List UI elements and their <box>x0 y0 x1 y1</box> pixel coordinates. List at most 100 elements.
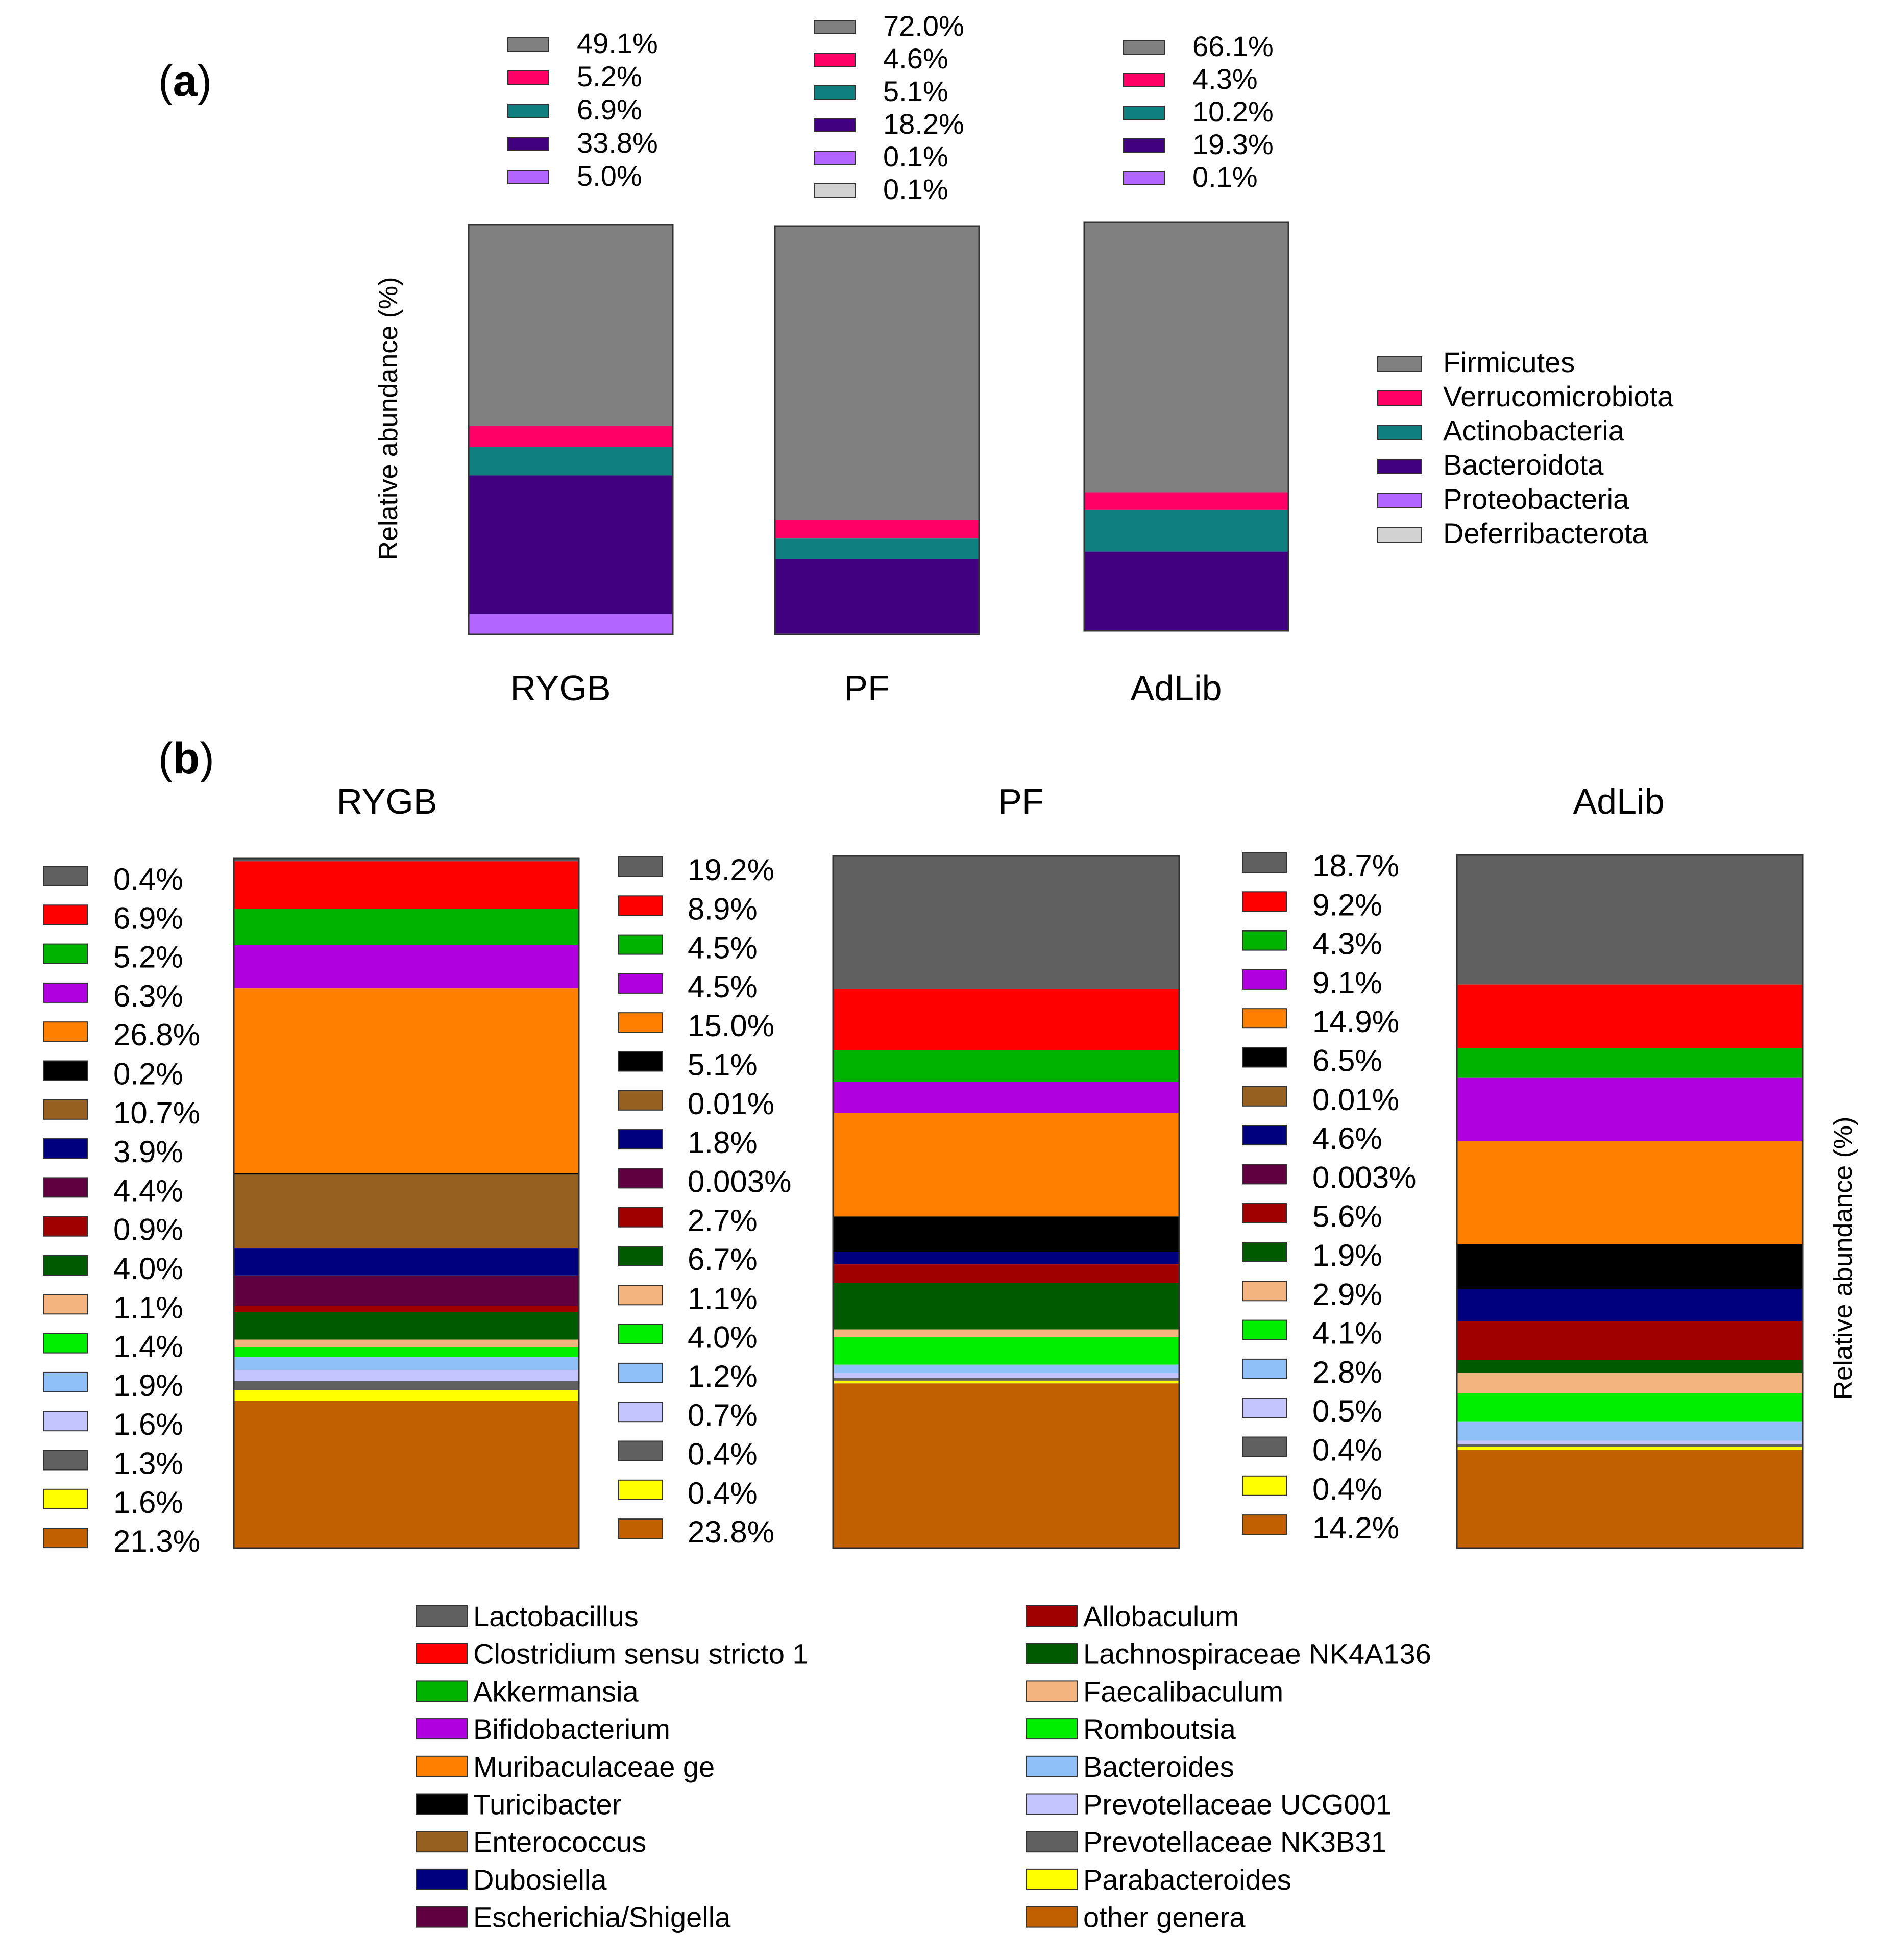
bar-b-rygb-outline <box>233 857 580 1549</box>
legend-label-b-bacteroides: Bacteroides <box>1083 1751 1234 1783</box>
legend-swatch-b-prevotellaceae-ucg001 <box>1026 1793 1078 1815</box>
legend-label-b-clostridium-sensu-stricto-1: Clostridium sensu stricto 1 <box>473 1638 809 1670</box>
data-label-a-pf-actinobacteria: 5.1% <box>883 75 948 107</box>
data-swatch-b-rygb-dubosiella <box>43 1138 88 1159</box>
data-label-b-adlib-faecalibaculum: 2.9% <box>1312 1277 1382 1311</box>
data-label-b-adlib-muribaculaceae-ge: 14.9% <box>1312 1004 1399 1039</box>
data-swatch-b-pf-bacteroides <box>618 1362 663 1383</box>
legend-label-b-parabacteroides: Parabacteroides <box>1083 1864 1291 1896</box>
bar-b-rygb-prevotellaceae-ucg001 <box>234 1370 579 1381</box>
data-label-b-rygb-parabacteroides: 1.6% <box>113 1485 183 1520</box>
legend-swatch-a-actinobacteria <box>1377 425 1422 440</box>
bar-b-rygb-prevotellaceae-nk3b31 <box>234 1381 579 1390</box>
legend-label-a-actinobacteria: Actinobacteria <box>1443 414 1625 447</box>
legend-swatch-b-enterococcus <box>416 1831 468 1853</box>
bar-a-adlib-outline <box>1083 221 1289 632</box>
data-swatch-b-adlib-dubosiella <box>1242 1125 1287 1146</box>
panel-a-tag-letter: a <box>173 57 198 106</box>
legend-label-b-lactobacillus: Lactobacillus <box>473 1600 639 1632</box>
legend-label-b-turicibacter: Turicibacter <box>473 1788 621 1821</box>
bar-b-adlib-allobaculum <box>1457 1321 1803 1360</box>
data-swatch-b-adlib-romboutsia <box>1242 1319 1287 1340</box>
data-label-a-pf-proteobacteria: 0.1% <box>883 140 948 173</box>
bar-a-adlib-firmicutes <box>1084 222 1288 493</box>
bar-b-rygb-parabacteroides <box>234 1390 579 1401</box>
bar-b-adlib-turicibacter <box>1457 1244 1803 1289</box>
data-swatch-a-pf-actinobacteria <box>814 85 856 100</box>
data-swatch-a-pf-deferribacterota <box>814 183 856 198</box>
data-label-b-pf-prevotellaceae-ucg001: 0.7% <box>688 1398 758 1432</box>
bar-b-pf-outline <box>832 855 1180 1549</box>
bar-b-rygb-akkermansia <box>234 909 579 945</box>
data-swatch-b-pf-lachnospiraceae-nk4a136 <box>618 1246 663 1266</box>
data-swatch-b-adlib-turicibacter <box>1242 1047 1287 1068</box>
data-swatch-b-adlib-clostridium-sensu-stricto-1 <box>1242 891 1287 912</box>
data-label-b-rygb-faecalibaculum: 1.1% <box>113 1290 183 1325</box>
data-label-a-adlib-verrucomicrobiota: 4.3% <box>1192 63 1258 95</box>
legend-swatch-b-dubosiella <box>416 1868 468 1890</box>
bar-b-adlib-romboutsia <box>1457 1393 1803 1422</box>
bar-b-rygb-muribaculaceae-ge <box>234 988 579 1173</box>
bar-b-adlib-other-genera <box>1457 1450 1803 1548</box>
legend-label-b-dubosiella: Dubosiella <box>473 1864 607 1896</box>
legend-swatch-b-lactobacillus <box>416 1605 468 1627</box>
bar-b-rygb-allobaculum <box>234 1306 579 1312</box>
data-label-a-pf-verrucomicrobiota: 4.6% <box>883 42 948 75</box>
data-swatch-b-rygb-muribaculaceae-ge <box>43 1021 88 1042</box>
data-label-b-pf-escherichia-shigella: 0.003% <box>688 1164 792 1198</box>
category-label-a-rygb: RYGB <box>510 668 611 708</box>
legend-swatch-a-proteobacteria <box>1377 493 1422 508</box>
data-swatch-b-pf-turicibacter <box>618 1051 663 1072</box>
data-label-b-adlib-turicibacter: 6.5% <box>1312 1044 1382 1078</box>
legend-swatch-b-bacteroides <box>1026 1755 1078 1777</box>
bar-b-adlib-lactobacillus <box>1457 855 1803 985</box>
legend-swatch-b-turicibacter <box>416 1793 468 1815</box>
data-swatch-b-adlib-enterococcus <box>1242 1086 1287 1107</box>
panel-a-ylabel: Relative abundance (%) <box>374 277 403 560</box>
data-label-b-pf-other-genera: 23.8% <box>688 1515 774 1549</box>
data-swatch-b-rygb-akkermansia <box>43 943 88 964</box>
data-swatch-b-rygb-parabacteroides <box>43 1488 88 1509</box>
legend-swatch-a-firmicutes <box>1377 356 1422 372</box>
bar-b-rygb-lactobacillus <box>234 859 579 862</box>
data-swatch-b-pf-bifidobacterium <box>618 973 663 994</box>
bar-b-pf-lactobacillus <box>833 856 1179 989</box>
bar-a-pf-outline <box>774 225 980 635</box>
data-label-b-rygb-enterococcus: 10.7% <box>113 1096 200 1130</box>
data-label-b-rygb-muribaculaceae-ge: 26.8% <box>113 1018 200 1052</box>
bar-a-pf-actinobacteria <box>775 538 979 559</box>
bar-a-adlib-verrucomicrobiota <box>1084 492 1288 510</box>
bar-b-adlib-dubosiella <box>1457 1289 1803 1321</box>
legend-swatch-b-akkermansia <box>416 1680 468 1702</box>
data-swatch-b-adlib-other-genera <box>1242 1514 1287 1535</box>
data-swatch-b-pf-muribaculaceae-ge <box>618 1012 663 1033</box>
data-label-b-rygb-escherichia-shigella: 4.4% <box>113 1173 183 1208</box>
legend-label-b-other-genera: other genera <box>1083 1901 1246 1933</box>
legend-swatch-b-lachnospiraceae-nk4a136 <box>1026 1643 1078 1664</box>
data-label-b-pf-enterococcus: 0.01% <box>688 1087 774 1121</box>
panel-b-tag-letter: b <box>173 734 200 783</box>
data-swatch-b-rygb-bacteroides <box>43 1371 88 1392</box>
data-swatch-b-pf-dubosiella <box>618 1129 663 1150</box>
bar-a-pf-verrucomicrobiota <box>775 520 979 539</box>
data-label-b-adlib-enterococcus: 0.01% <box>1312 1083 1399 1117</box>
data-label-b-pf-lactobacillus: 19.2% <box>688 853 774 887</box>
data-swatch-a-adlib-proteobacteria <box>1123 171 1165 185</box>
data-label-b-pf-faecalibaculum: 1.1% <box>688 1281 758 1315</box>
data-label-b-rygb-lachnospiraceae-nk4a136: 4.0% <box>113 1252 183 1286</box>
bar-b-rygb-faecalibaculum <box>234 1339 579 1348</box>
data-label-b-pf-lachnospiraceae-nk4a136: 6.7% <box>688 1242 758 1277</box>
data-swatch-b-adlib-bifidobacterium <box>1242 969 1287 990</box>
data-swatch-b-adlib-akkermansia <box>1242 930 1287 951</box>
legend-label-a-deferribacterota: Deferribacterota <box>1443 517 1648 549</box>
data-swatch-a-rygb-firmicutes <box>507 37 549 52</box>
data-swatch-b-rygb-faecalibaculum <box>43 1294 88 1315</box>
legend-swatch-b-allobaculum <box>1026 1605 1078 1627</box>
legend-label-a-firmicutes: Firmicutes <box>1443 346 1575 378</box>
bar-b-pf-prevotellaceae-ucg001 <box>833 1373 1179 1378</box>
panel-b-tag: (b) <box>158 734 214 783</box>
data-swatch-b-rygb-bifidobacterium <box>43 982 88 1003</box>
legend-swatch-b-parabacteroides <box>1026 1868 1078 1890</box>
data-swatch-b-rygb-lactobacillus <box>43 866 88 886</box>
data-swatch-b-pf-allobaculum <box>618 1207 663 1228</box>
